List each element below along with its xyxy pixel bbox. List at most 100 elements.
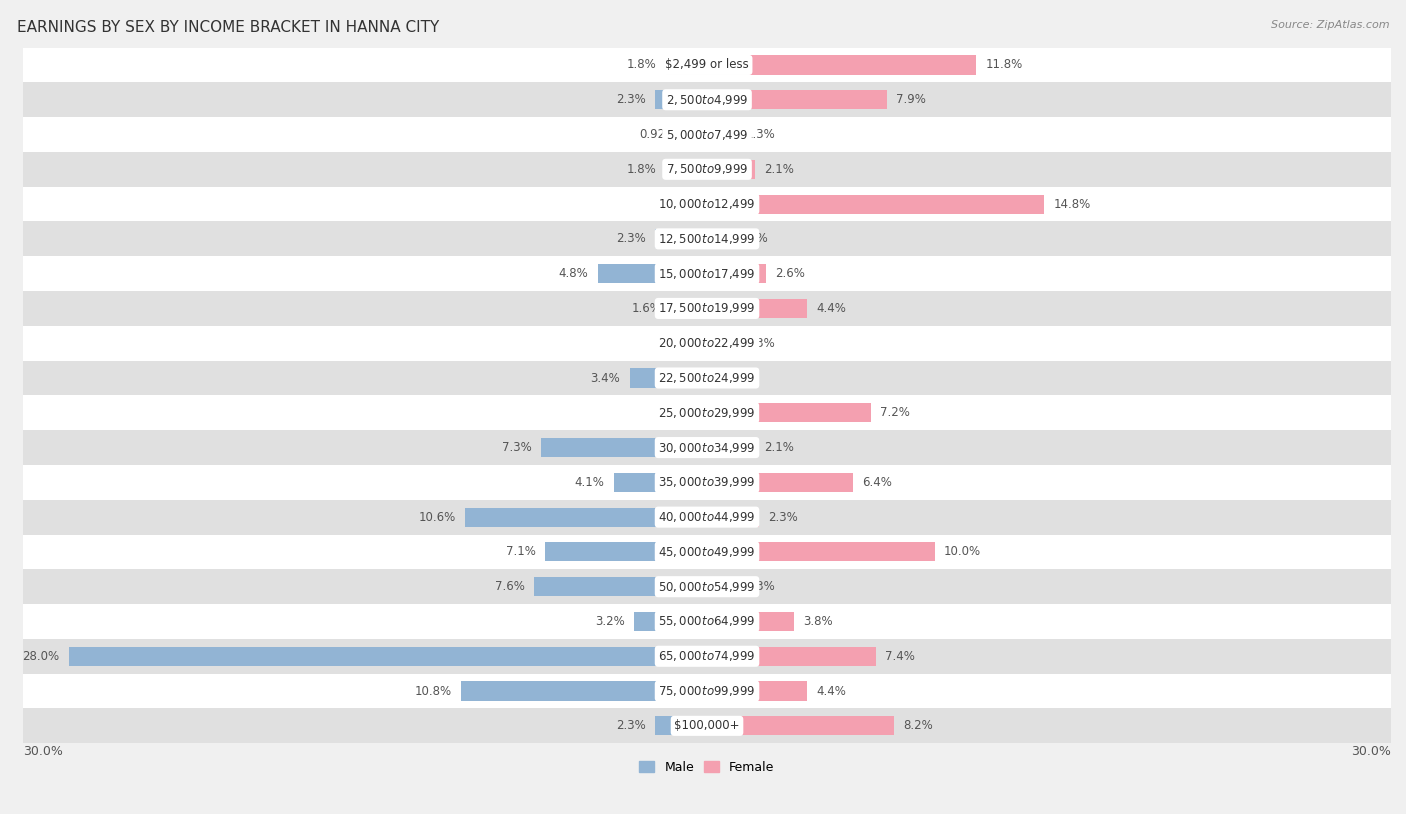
- Bar: [707, 90, 887, 109]
- Bar: [69, 646, 707, 666]
- Text: $75,000 to $99,999: $75,000 to $99,999: [658, 684, 756, 698]
- Bar: [22, 430, 1391, 465]
- Bar: [630, 369, 707, 387]
- Bar: [707, 55, 976, 75]
- Text: 10.6%: 10.6%: [419, 510, 456, 523]
- Text: 3.4%: 3.4%: [591, 371, 620, 384]
- Text: 10.0%: 10.0%: [945, 545, 981, 558]
- Text: 30.0%: 30.0%: [1351, 745, 1391, 758]
- Text: 2.6%: 2.6%: [776, 267, 806, 280]
- Bar: [707, 646, 876, 666]
- Text: 2.3%: 2.3%: [769, 510, 799, 523]
- Bar: [707, 195, 1045, 213]
- Bar: [22, 47, 1391, 82]
- Text: 7.4%: 7.4%: [884, 650, 915, 663]
- Text: 1.3%: 1.3%: [745, 580, 776, 593]
- Text: $5,000 to $7,499: $5,000 to $7,499: [666, 128, 748, 142]
- Bar: [707, 716, 894, 735]
- Legend: Male, Female: Male, Female: [634, 755, 779, 779]
- Text: $35,000 to $39,999: $35,000 to $39,999: [658, 475, 756, 489]
- Bar: [707, 542, 935, 562]
- Text: 1.3%: 1.3%: [745, 128, 776, 141]
- Text: 6.4%: 6.4%: [862, 476, 891, 489]
- Bar: [22, 396, 1391, 430]
- Bar: [707, 577, 737, 597]
- Bar: [22, 117, 1391, 152]
- Bar: [22, 186, 1391, 221]
- Text: 1.8%: 1.8%: [627, 163, 657, 176]
- Bar: [22, 82, 1391, 117]
- Text: 7.1%: 7.1%: [506, 545, 536, 558]
- Text: 28.0%: 28.0%: [22, 650, 59, 663]
- Bar: [22, 639, 1391, 674]
- Text: 3.2%: 3.2%: [595, 615, 624, 628]
- Bar: [22, 361, 1391, 396]
- Bar: [671, 299, 707, 318]
- Text: 7.3%: 7.3%: [502, 441, 531, 454]
- Text: 7.9%: 7.9%: [896, 94, 927, 107]
- Text: 2.3%: 2.3%: [616, 720, 645, 733]
- Bar: [22, 535, 1391, 569]
- Bar: [686, 125, 707, 144]
- Text: $25,000 to $29,999: $25,000 to $29,999: [658, 406, 755, 420]
- Bar: [22, 569, 1391, 604]
- Bar: [707, 334, 737, 352]
- Bar: [540, 438, 707, 457]
- Bar: [655, 716, 707, 735]
- Text: $50,000 to $54,999: $50,000 to $54,999: [658, 580, 756, 593]
- Text: $7,500 to $9,999: $7,500 to $9,999: [666, 162, 748, 177]
- Text: 10.8%: 10.8%: [415, 685, 451, 698]
- Text: $2,499 or less: $2,499 or less: [665, 59, 749, 72]
- Text: 0.0%: 0.0%: [668, 198, 697, 211]
- Text: 30.0%: 30.0%: [22, 745, 63, 758]
- Text: 4.4%: 4.4%: [817, 685, 846, 698]
- Text: $17,500 to $19,999: $17,500 to $19,999: [658, 301, 756, 316]
- Bar: [22, 708, 1391, 743]
- Bar: [22, 152, 1391, 186]
- Text: $2,500 to $4,999: $2,500 to $4,999: [666, 93, 748, 107]
- Text: 2.3%: 2.3%: [616, 232, 645, 245]
- Bar: [707, 125, 737, 144]
- Text: $20,000 to $22,499: $20,000 to $22,499: [658, 336, 756, 350]
- Bar: [22, 674, 1391, 708]
- Text: 2.1%: 2.1%: [763, 441, 794, 454]
- Text: 14.8%: 14.8%: [1053, 198, 1091, 211]
- Text: 3.8%: 3.8%: [803, 615, 832, 628]
- Text: 1.3%: 1.3%: [745, 337, 776, 350]
- Bar: [22, 500, 1391, 535]
- Text: $45,000 to $49,999: $45,000 to $49,999: [658, 545, 756, 559]
- Text: 4.1%: 4.1%: [575, 476, 605, 489]
- Bar: [707, 438, 755, 457]
- Text: $65,000 to $74,999: $65,000 to $74,999: [658, 650, 756, 663]
- Text: $10,000 to $12,499: $10,000 to $12,499: [658, 197, 756, 211]
- Bar: [598, 264, 707, 283]
- Bar: [707, 508, 759, 527]
- Bar: [707, 681, 807, 701]
- Bar: [22, 604, 1391, 639]
- Bar: [707, 403, 872, 422]
- Bar: [655, 90, 707, 109]
- Text: 7.2%: 7.2%: [880, 406, 910, 419]
- Text: 7.6%: 7.6%: [495, 580, 524, 593]
- Text: $12,500 to $14,999: $12,500 to $14,999: [658, 232, 756, 246]
- Text: $15,000 to $17,499: $15,000 to $17,499: [658, 267, 756, 281]
- Text: 8.2%: 8.2%: [903, 720, 932, 733]
- Bar: [655, 230, 707, 248]
- Bar: [707, 230, 730, 248]
- Text: 1.0%: 1.0%: [740, 232, 769, 245]
- Bar: [666, 160, 707, 179]
- Text: 1.6%: 1.6%: [631, 302, 661, 315]
- Bar: [613, 473, 707, 492]
- Bar: [22, 465, 1391, 500]
- Bar: [707, 299, 807, 318]
- Text: $55,000 to $64,999: $55,000 to $64,999: [658, 615, 756, 628]
- Text: EARNINGS BY SEX BY INCOME BRACKET IN HANNA CITY: EARNINGS BY SEX BY INCOME BRACKET IN HAN…: [17, 20, 439, 35]
- Text: $22,500 to $24,999: $22,500 to $24,999: [658, 371, 756, 385]
- Text: 4.8%: 4.8%: [558, 267, 589, 280]
- Bar: [707, 473, 853, 492]
- Bar: [666, 55, 707, 75]
- Text: Source: ZipAtlas.com: Source: ZipAtlas.com: [1271, 20, 1389, 30]
- Bar: [22, 326, 1391, 361]
- Bar: [634, 612, 707, 631]
- Bar: [461, 681, 707, 701]
